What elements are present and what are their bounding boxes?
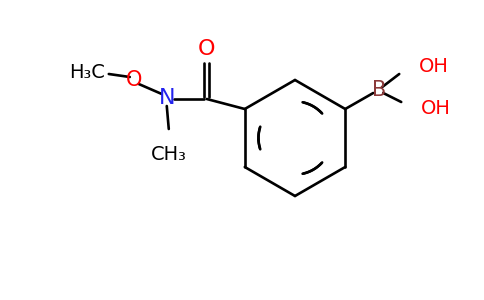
Text: B: B [372,80,386,100]
Text: H₃C: H₃C [69,62,105,82]
Text: OH: OH [419,56,449,76]
Text: CH₃: CH₃ [151,145,187,164]
Text: OH: OH [421,98,451,118]
Text: O: O [125,70,142,90]
Text: N: N [159,88,175,108]
Text: O: O [198,39,215,59]
